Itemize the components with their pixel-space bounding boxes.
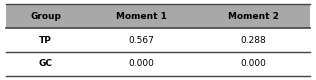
Text: Moment 1: Moment 1 <box>116 12 167 20</box>
Bar <box>6 4 310 28</box>
Text: Moment 2: Moment 2 <box>228 12 279 20</box>
Text: TP: TP <box>39 36 52 44</box>
Text: GC: GC <box>39 60 53 68</box>
Text: 0.000: 0.000 <box>240 60 266 68</box>
Bar <box>6 28 310 52</box>
Text: 0.288: 0.288 <box>241 36 266 44</box>
Text: 0.567: 0.567 <box>128 36 154 44</box>
Text: 0.000: 0.000 <box>128 60 154 68</box>
Bar <box>6 52 310 76</box>
Text: Group: Group <box>30 12 61 20</box>
